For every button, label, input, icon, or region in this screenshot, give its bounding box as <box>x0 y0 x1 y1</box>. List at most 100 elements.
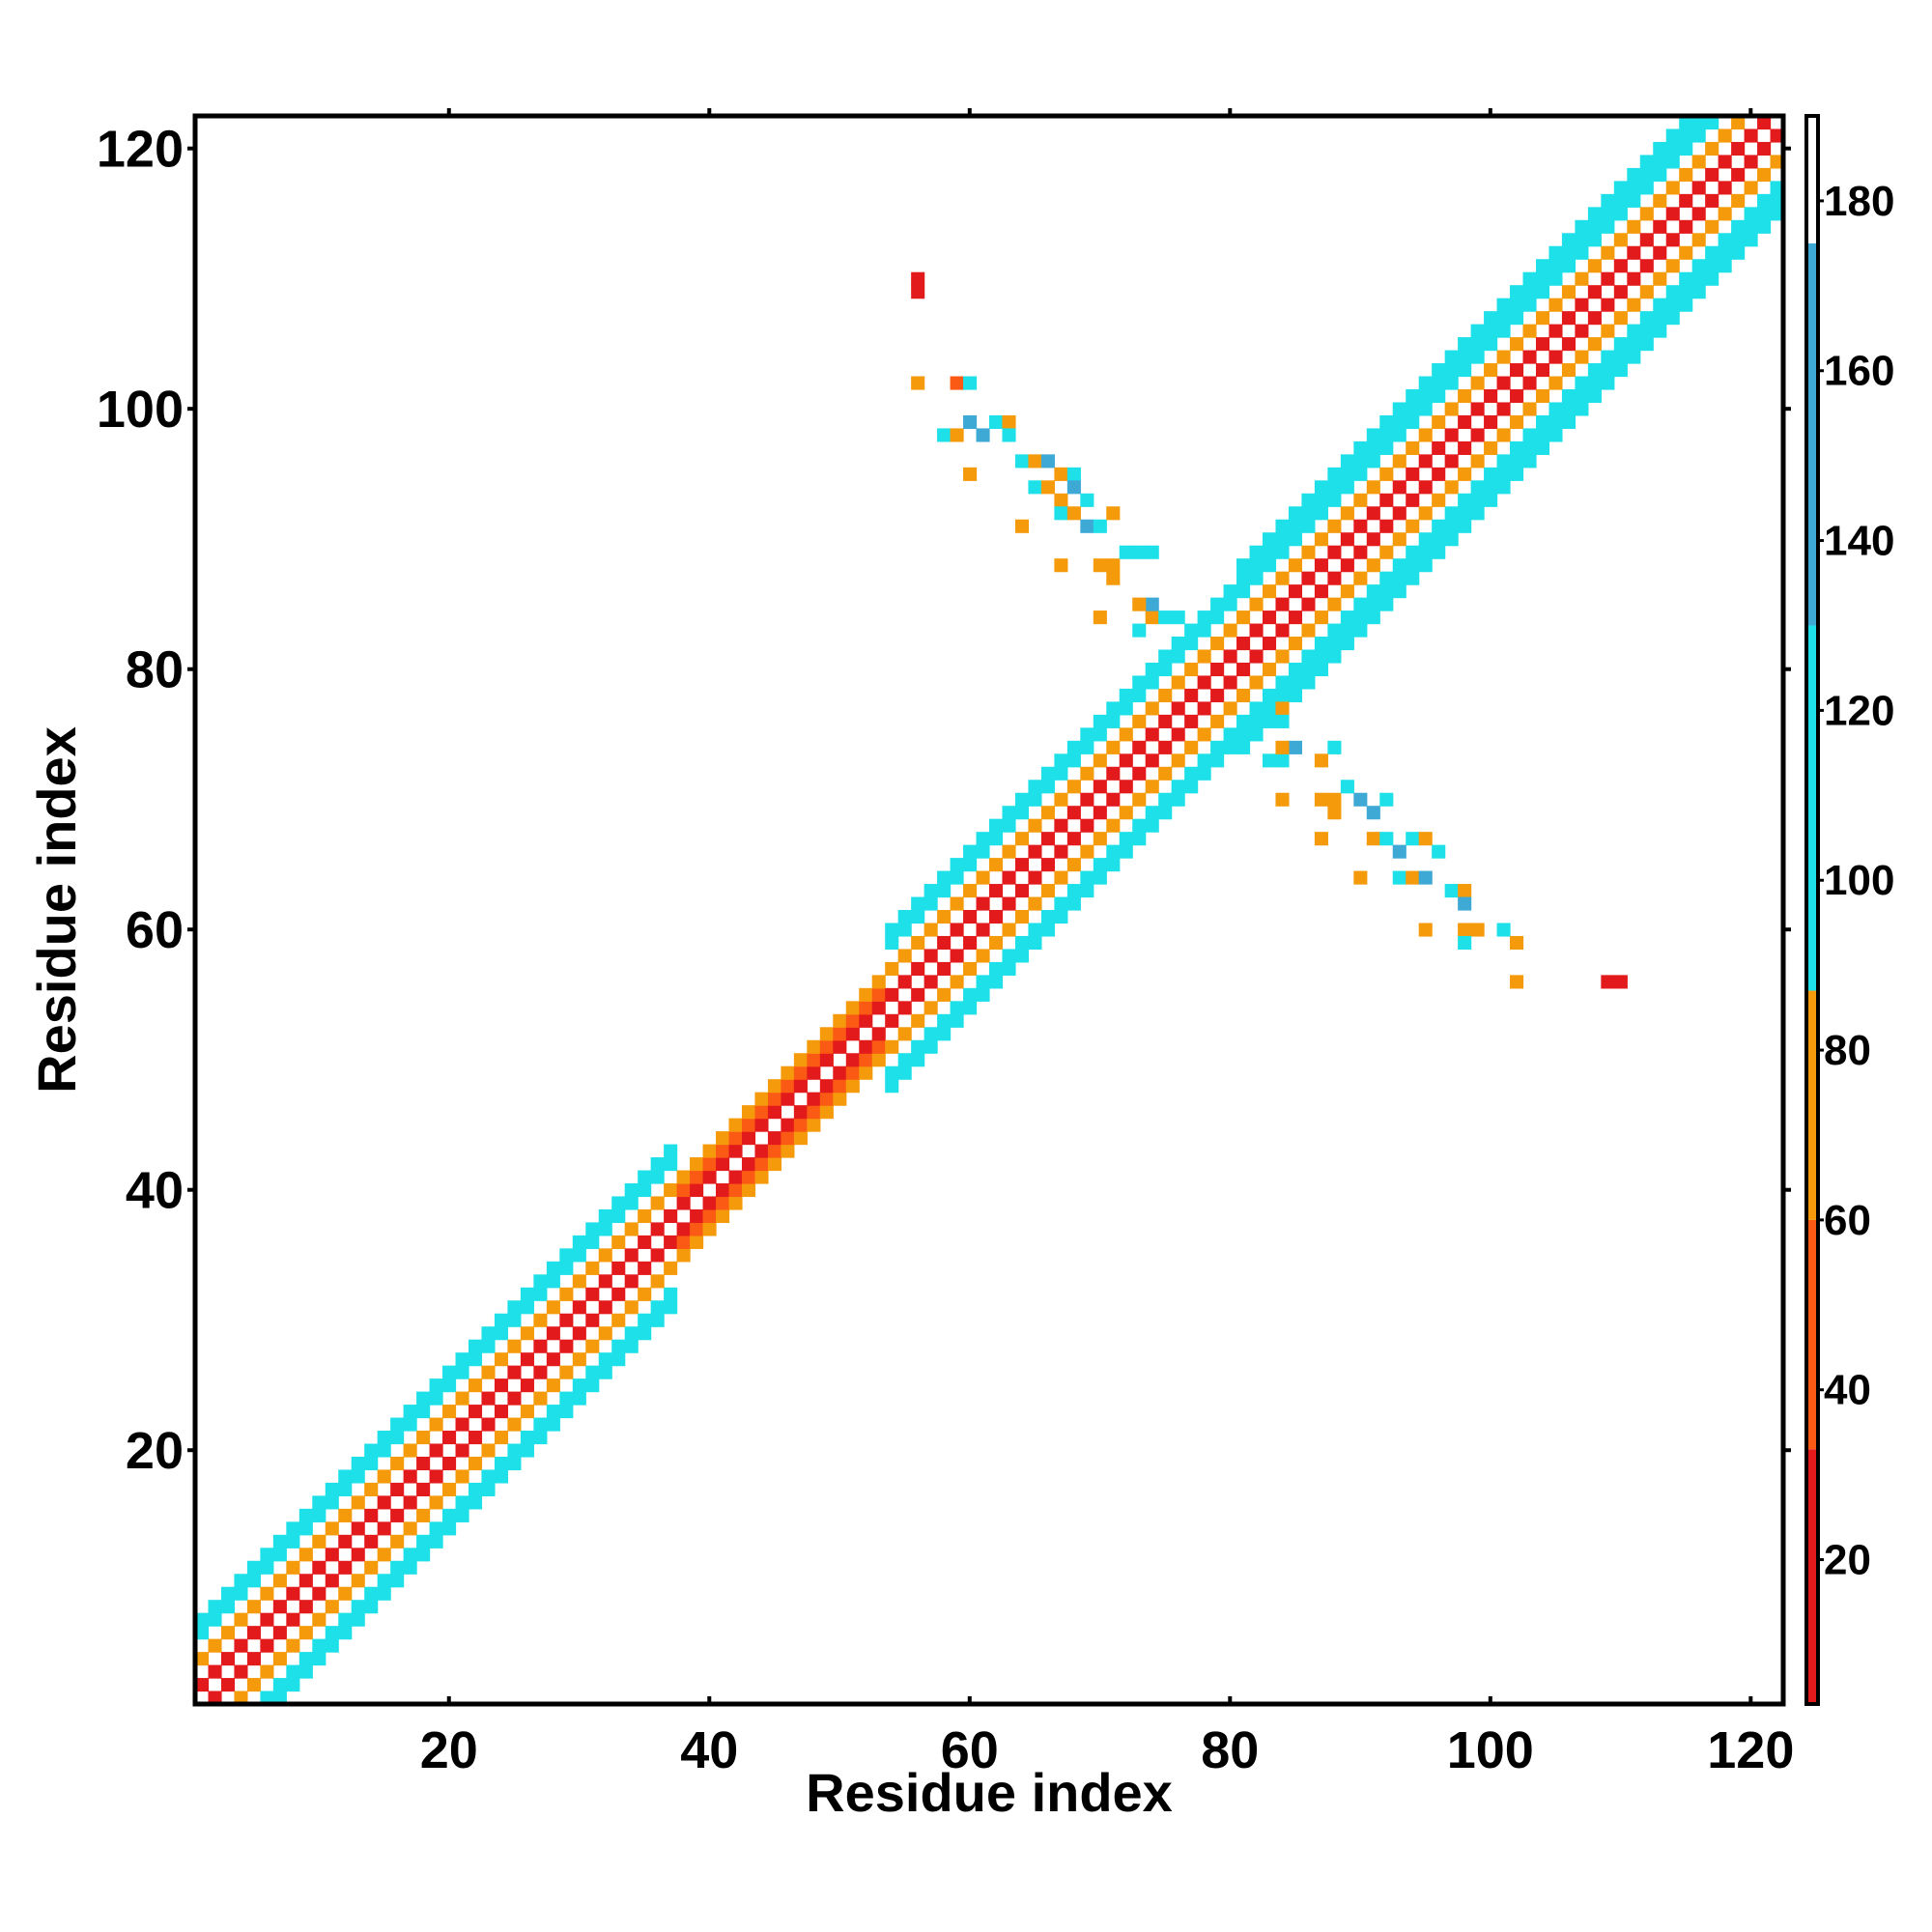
heatmap-cell <box>260 1586 274 1601</box>
heatmap-cell <box>1613 337 1628 352</box>
heatmap-cell-offdiagonal <box>1458 935 1472 951</box>
heatmap-cell <box>1444 454 1459 469</box>
heatmap-cell <box>1653 193 1667 208</box>
heatmap-cell <box>963 884 978 898</box>
heatmap-cell <box>1510 388 1524 404</box>
heatmap-cell <box>1718 181 1732 195</box>
heatmap-cell <box>1627 350 1641 364</box>
heatmap-cell <box>859 1053 873 1067</box>
heatmap-cell <box>1262 545 1277 559</box>
heatmap-cell <box>1353 571 1368 585</box>
heatmap-cell <box>1522 428 1537 442</box>
heatmap-cell <box>1561 311 1576 326</box>
heatmap-cell <box>1353 519 1368 533</box>
heatmap-cell <box>1548 271 1563 286</box>
heatmap-cell <box>494 1431 509 1445</box>
x-axis: 20 40 60 80 100 120 <box>420 108 1794 1779</box>
heatmap-cell <box>963 961 978 976</box>
heatmap-cell <box>298 1548 313 1562</box>
heatmap-cell <box>611 1208 626 1224</box>
heatmap-cell <box>1705 271 1719 286</box>
heatmap-cell <box>1561 363 1576 378</box>
heatmap-cell <box>950 1001 964 1015</box>
heatmap-cell <box>897 1001 912 1015</box>
heatmap-cell <box>1366 584 1380 599</box>
heatmap-cell <box>1575 324 1589 338</box>
heatmap-cell <box>1613 311 1628 326</box>
heatmap-cell <box>325 1521 339 1536</box>
heatmap-cell <box>455 1469 469 1484</box>
heatmap-cell <box>1054 910 1068 924</box>
heatmap-cell <box>1705 193 1719 208</box>
heatmap-cell <box>950 949 964 963</box>
heatmap-cell <box>1366 428 1380 442</box>
heatmap-cell-offdiagonal <box>1418 870 1433 885</box>
heatmap-cell <box>351 1456 365 1471</box>
heatmap-cell <box>728 1131 743 1146</box>
heatmap-cell <box>390 1431 405 1445</box>
heatmap-cell <box>611 1313 626 1327</box>
heatmap-cell <box>845 1053 860 1067</box>
heatmap-cell <box>937 884 952 898</box>
heatmap-cell <box>286 1678 300 1692</box>
heatmap-cell <box>1145 662 1159 677</box>
heatmap-cell <box>442 1405 457 1419</box>
heatmap-cell <box>1458 337 1472 352</box>
heatmap-cell <box>1575 233 1589 247</box>
heatmap-cell <box>234 1586 248 1601</box>
heatmap-cell <box>1301 493 1316 507</box>
heatmap-cell <box>377 1521 391 1536</box>
heatmap-cell <box>1197 675 1211 690</box>
heatmap-cell <box>1691 181 1706 195</box>
heatmap-cell <box>507 1456 522 1471</box>
heatmap-cell <box>455 1391 469 1406</box>
heatmap-cell <box>1458 363 1472 378</box>
heatmap-cell <box>702 1222 717 1236</box>
heatmap-cell <box>1496 428 1511 442</box>
heatmap-cell <box>1301 649 1316 664</box>
heatmap-cell <box>1587 388 1602 404</box>
heatmap-cell <box>1275 545 1290 559</box>
heatmap-cell <box>442 1508 457 1522</box>
heatmap-cell-offdiagonal <box>1314 792 1328 807</box>
heatmap-cell <box>923 975 938 989</box>
heatmap-cell <box>1639 337 1654 352</box>
heatmap-cell <box>1119 844 1133 859</box>
heatmap-cell <box>312 1560 327 1575</box>
heatmap-cell <box>1484 467 1498 481</box>
heatmap-cell <box>781 1131 795 1146</box>
heatmap-cell-offdiagonal <box>1275 792 1290 807</box>
heatmap-cell <box>1236 727 1251 742</box>
heatmap-cell <box>494 1352 509 1367</box>
heatmap-cell-offdiagonal <box>1014 454 1030 469</box>
heatmap-cell <box>1210 662 1225 677</box>
heatmap-cell <box>885 1039 899 1054</box>
heatmap-cell <box>416 1431 431 1445</box>
colorbar-tick-label: 60 <box>1824 1197 1871 1244</box>
heatmap-cell <box>1236 740 1251 754</box>
heatmap-cell <box>611 1287 626 1301</box>
heatmap-cell-offdiagonal <box>1379 792 1394 807</box>
heatmap-cell <box>611 1261 626 1275</box>
heatmap-cell <box>819 1027 834 1041</box>
heatmap-cell <box>468 1482 483 1496</box>
heatmap-cell <box>1561 402 1576 416</box>
heatmap-cell <box>1249 649 1264 664</box>
heatmap-cell <box>1184 637 1199 651</box>
heatmap-cell <box>1392 480 1406 495</box>
heatmap-cell <box>676 1196 691 1210</box>
heatmap-cell <box>1613 259 1628 273</box>
heatmap-cell <box>1639 311 1654 326</box>
heatmap-cell <box>1444 480 1459 495</box>
heatmap-cell <box>923 1039 938 1054</box>
heatmap-cell <box>1223 727 1237 742</box>
heatmap-cell <box>1223 623 1237 638</box>
heatmap-cell <box>1119 701 1133 716</box>
heatmap-cell <box>1080 740 1094 754</box>
y-tick-label: 100 <box>97 381 184 439</box>
colorbar-tick-label: 100 <box>1824 857 1894 904</box>
heatmap-cell <box>950 923 964 937</box>
heatmap-cell <box>1653 324 1667 338</box>
heatmap-cell <box>1132 675 1147 690</box>
heatmap-cell <box>833 1079 847 1094</box>
